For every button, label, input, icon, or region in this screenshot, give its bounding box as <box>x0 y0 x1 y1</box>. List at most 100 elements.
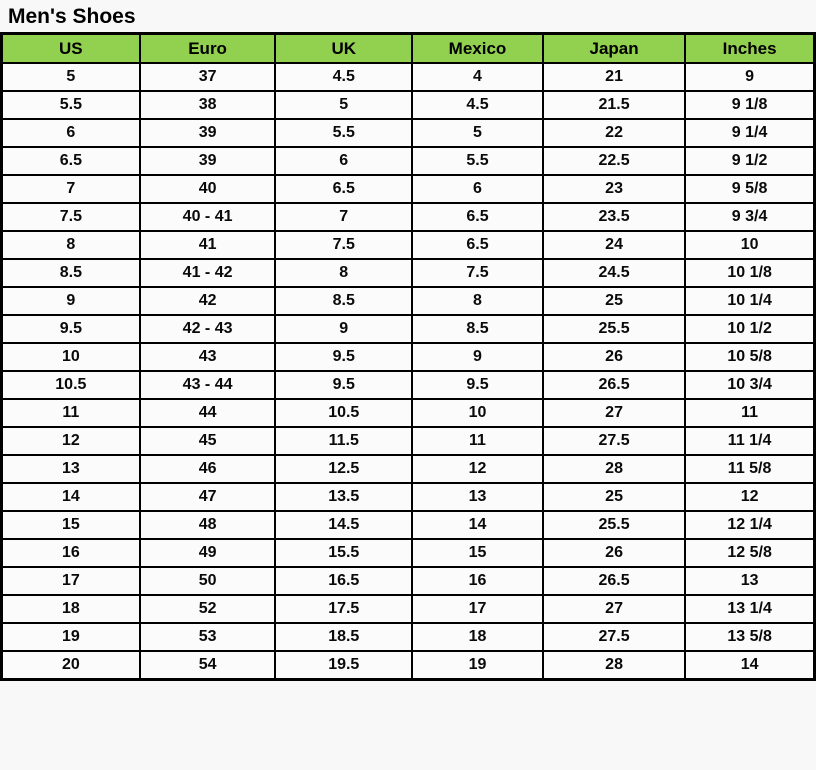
cell: 8 <box>411 286 544 316</box>
cell: 5.5 <box>411 146 544 176</box>
cell: 4 <box>411 62 544 92</box>
cell: 9.5 <box>0 314 141 344</box>
cell: 5.5 <box>0 90 141 120</box>
cell: 44 <box>138 398 277 428</box>
cell: 26 <box>541 538 687 568</box>
cell: 49 <box>138 538 277 568</box>
cell: 24.5 <box>541 258 687 288</box>
cell: 13 1/4 <box>684 594 816 624</box>
cell: 43 - 44 <box>138 370 277 400</box>
cell: 8.5 <box>411 314 544 344</box>
cell: 14.5 <box>274 510 414 540</box>
cell: 11 1/4 <box>684 426 816 456</box>
cell: 50 <box>138 566 277 596</box>
cell: 26.5 <box>541 566 687 596</box>
cell: 14 <box>411 510 544 540</box>
cell: 20 <box>0 650 141 681</box>
column-header-inches: Inches <box>684 32 816 64</box>
cell: 4.5 <box>411 90 544 120</box>
cell: 28 <box>541 454 687 484</box>
cell: 9 1/4 <box>684 118 816 148</box>
cell: 24 <box>541 230 687 260</box>
cell: 12 <box>684 482 816 512</box>
cell: 4.5 <box>274 62 414 92</box>
cell: 54 <box>138 650 277 681</box>
cell: 6.5 <box>411 202 544 232</box>
cell: 12 5/8 <box>684 538 816 568</box>
cell: 26.5 <box>541 370 687 400</box>
cell: 9.5 <box>274 342 414 372</box>
column-header-us: US <box>0 32 141 64</box>
cell: 6 <box>274 146 414 176</box>
cell: 7.5 <box>411 258 544 288</box>
cell: 52 <box>138 594 277 624</box>
cell: 37 <box>138 62 277 92</box>
cell: 5.5 <box>274 118 414 148</box>
cell: 11 <box>684 398 816 428</box>
column-header-euro: Euro <box>138 32 277 64</box>
cell: 8.5 <box>0 258 141 288</box>
cell: 16.5 <box>274 566 414 596</box>
cell: 10 5/8 <box>684 342 816 372</box>
cell: 8 <box>274 258 414 288</box>
table-row: 18 52 17.5 17 27 13 1/4 <box>0 594 816 624</box>
cell: 12.5 <box>274 454 414 484</box>
cell: 27.5 <box>541 426 687 456</box>
cell: 26 <box>541 342 687 372</box>
cell: 46 <box>138 454 277 484</box>
cell: 18.5 <box>274 622 414 652</box>
table-row: 7 40 6.5 6 23 9 5/8 <box>0 174 816 204</box>
cell: 42 - 43 <box>138 314 277 344</box>
cell: 19 <box>0 622 141 652</box>
table-row: 9 42 8.5 8 25 10 1/4 <box>0 286 816 316</box>
cell: 9.5 <box>411 370 544 400</box>
cell: 13 5/8 <box>684 622 816 652</box>
table-row: 19 53 18.5 18 27.5 13 5/8 <box>0 622 816 652</box>
cell: 38 <box>138 90 277 120</box>
table-row: 14 47 13.5 13 25 12 <box>0 482 816 512</box>
table-row: 16 49 15.5 15 26 12 5/8 <box>0 538 816 568</box>
cell: 5 <box>411 118 544 148</box>
column-header-uk: UK <box>274 32 414 64</box>
cell: 9 <box>411 342 544 372</box>
cell: 9 1/2 <box>684 146 816 176</box>
cell: 48 <box>138 510 277 540</box>
table-row: 5 37 4.5 4 21 9 <box>0 62 816 92</box>
cell: 39 <box>138 118 277 148</box>
cell: 40 <box>138 174 277 204</box>
cell: 40 - 41 <box>138 202 277 232</box>
cell: 11 <box>0 398 141 428</box>
cell: 10 1/8 <box>684 258 816 288</box>
table-body: 5 37 4.5 4 21 9 5.5 38 5 4.5 21.5 9 1/8 6 39 5.5 5 22 9 1… <box>0 62 816 681</box>
cell: 43 <box>138 342 277 372</box>
cell: 17.5 <box>274 594 414 624</box>
cell: 6.5 <box>411 230 544 260</box>
cell: 9 1/8 <box>684 90 816 120</box>
cell: 22.5 <box>541 146 687 176</box>
cell: 27 <box>541 594 687 624</box>
cell: 17 <box>0 566 141 596</box>
header-row: US Euro UK Mexico Japan Inches <box>0 32 816 64</box>
table-row: 13 46 12.5 12 28 11 5/8 <box>0 454 816 484</box>
cell: 47 <box>138 482 277 512</box>
table-row: 11 44 10.5 10 27 11 <box>0 398 816 428</box>
table-row: 8 41 7.5 6.5 24 10 <box>0 230 816 260</box>
cell: 22 <box>541 118 687 148</box>
cell: 5 <box>0 62 141 92</box>
cell: 45 <box>138 426 277 456</box>
cell: 25.5 <box>541 314 687 344</box>
cell: 7.5 <box>274 230 414 260</box>
table-row: 20 54 19.5 19 28 14 <box>0 650 816 681</box>
cell: 18 <box>411 622 544 652</box>
cell: 16 <box>0 538 141 568</box>
cell: 11.5 <box>274 426 414 456</box>
cell: 9 3/4 <box>684 202 816 232</box>
cell: 13.5 <box>274 482 414 512</box>
table-row: 17 50 16.5 16 26.5 13 <box>0 566 816 596</box>
cell: 10 <box>411 398 544 428</box>
cell: 21.5 <box>541 90 687 120</box>
table-row: 9.5 42 - 43 9 8.5 25.5 10 1/2 <box>0 314 816 344</box>
cell: 10 3/4 <box>684 370 816 400</box>
cell: 18 <box>0 594 141 624</box>
cell: 13 <box>684 566 816 596</box>
